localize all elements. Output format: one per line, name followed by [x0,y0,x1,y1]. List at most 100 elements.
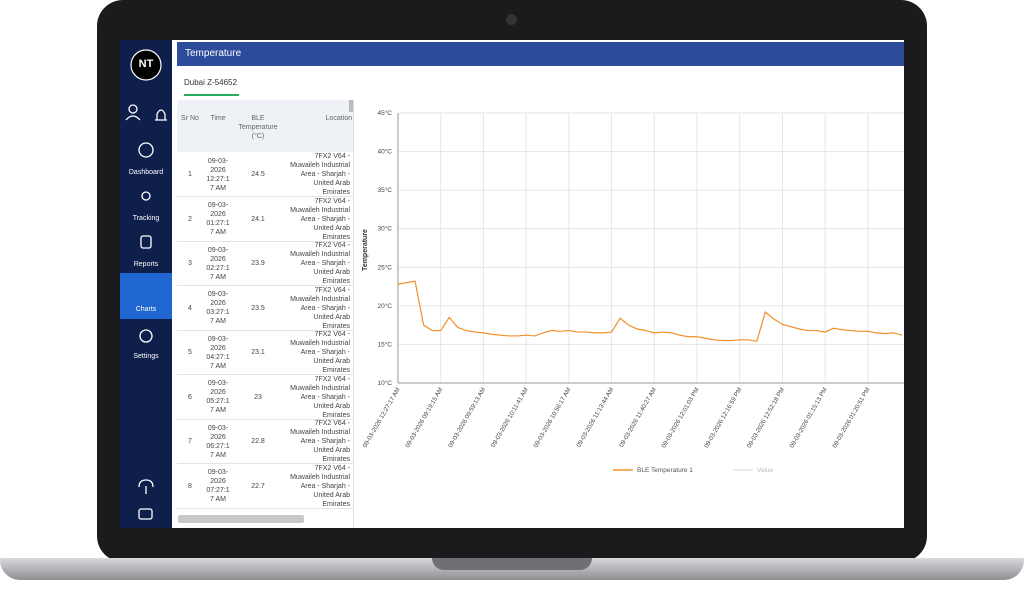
logo-text: NT [139,58,154,70]
camera [506,14,517,25]
device-tab[interactable]: Dubai Z-54652 [184,78,237,87]
table-cell: 23 [254,393,262,401]
x-tick-label: 09-03-2026 12:52:18 PM [746,387,786,450]
x-tick-label: 09-03-2026 09:59:13 AM [447,387,487,449]
row-line [177,196,353,197]
table-cell: 7FX2 V64 - Muwaileh Industrial Area - Sh… [290,331,350,374]
y-tick-label: 30°C [377,225,392,233]
table-cell: 7FX2 V64 - Muwaileh Industrial Area - Sh… [290,242,350,285]
nav-item[interactable]: Charts [120,273,172,319]
x-tick-label: 09-03-2026 01:15:13 PM [789,387,829,450]
table-header [177,100,353,152]
row-line [177,240,353,242]
table-cell: 23.5 [251,304,265,312]
column-header: Sr No [181,115,199,122]
legend-label: BLE Temperature 1 [637,467,693,474]
scrollbar[interactable] [178,515,304,523]
page-header: Temperature [177,42,904,66]
reports-icon [140,235,152,249]
y-tick-label: 20°C [377,302,392,310]
table-cell: 09-03-2026 12:27:17 AM [206,157,230,192]
row-line [177,463,353,464]
user-icon [125,115,141,121]
table-cell: 09-03-2026 04:27:17 AM [206,335,230,370]
user-icon [128,104,138,114]
table-cell: 7FX2 V64 - Muwaileh Industrial Area - Sh… [290,197,350,241]
x-tick-label: 09-03-2026 11:13:44 AM [575,387,615,449]
table-cell: 09-03-2026 02:27:17 AM [206,246,230,281]
y-tick-label: 40°C [377,148,392,156]
bell-icon [155,109,167,121]
chart: Temperature 10°C 15°C 20°C 25°C 30°C 35°C 40°C 4… [362,109,904,474]
table-cell: 22.7 [251,482,265,490]
row-line [177,329,353,331]
table-cell: 22.8 [251,438,265,445]
table-cell: 09-03-2026 07:27:17 AM [206,469,230,503]
legend-label: Value [757,467,774,474]
table-cell: 7FX2 V64 - Muwaileh Industrial Area - Sh… [290,464,350,508]
nav-label: Dashboard [128,169,164,176]
nav-label: Settings [133,353,159,360]
laptop-notch [432,558,592,570]
x-tick-label: 09-03-2026 12:27:17 AM [362,387,402,449]
x-tick-label: 09-03-2026 01:20:51 PM [831,387,871,450]
y-axis-title: Temperature [362,229,369,271]
row-line [177,507,353,509]
nav-label: Charts [135,306,157,313]
table-cell: 2 [188,215,192,223]
row-line [177,418,353,420]
table-cell: 09-03-2026 05:27:17 AM [206,380,230,414]
divider [353,100,354,528]
y-tick-label: 10°C [377,379,392,387]
nav-item[interactable]: Settings [120,320,172,366]
tracking-icon [141,191,151,201]
x-tick-label: 09-03-2026 09:19:15 AM [404,387,444,449]
table-cell: 7 [188,438,192,445]
table-cell: 23.1 [251,349,265,356]
logo [130,49,162,81]
scrollbar[interactable] [349,100,353,112]
table-cell: 09-03-2026 06:27:17 AM [206,424,230,459]
nav-label: Tracking [132,215,160,222]
nav-item[interactable]: Reports [120,228,172,274]
y-tick-label: 45°C [377,109,392,117]
table-cell: 7FX2 V64 - Muwaileh Industrial Area - Sh… [290,286,350,330]
row-line [177,285,353,286]
y-tick-label: 35°C [377,186,392,194]
table-cell: 5 [188,349,192,356]
column-header: Location [325,115,352,122]
settings-icon [139,329,153,343]
table-cell: 23.9 [251,260,265,267]
nav-item[interactable]: Dashboard [120,136,172,182]
line-series [397,280,903,343]
table-cell: 8 [188,482,192,490]
table-cell: 09-03-2026 03:27:17 AM [206,291,230,325]
table-cell: 7FX2 V64 - Muwaileh Industrial Area - Sh… [290,375,350,419]
x-tick-label: 09-03-2026 12:16:59 PM [703,387,743,450]
x-tick-label: 09-03-2026 11:40:27 AM [618,387,658,449]
table-cell: 3 [188,260,192,267]
x-tick-label: 09-03-2026 10:56:17 AM [532,387,572,449]
nav-item[interactable]: Tracking [120,182,172,228]
row-line [177,374,353,375]
dashboard-icon [138,142,154,158]
table-cell: 09-03-2026 01:27:17 AM [206,202,230,236]
table-cell: 24.5 [251,171,265,178]
table-cell: 7FX2 V64 - Muwaileh Industrial Area - Sh… [290,153,350,196]
nav-label: Reports [133,261,159,268]
x-tick-label: 09-03-2026 12:01:03 PM [660,387,700,450]
column-header: Time [210,115,226,122]
cloud-icon[interactable] [138,479,154,494]
column-header: BLE Temperature (°C) [238,115,278,140]
chat-icon[interactable] [138,508,153,520]
table-cell: 6 [188,393,192,401]
x-tick-label: 09-03-2026 10:11:41 AM [490,387,530,449]
table-cell: 4 [188,304,192,312]
table-cell: 7FX2 V64 - Muwaileh Industrial Area - Sh… [290,420,350,463]
table-cell: 1 [188,171,192,178]
tab-underline [184,94,239,96]
y-tick-label: 15°C [377,340,392,348]
table [177,100,353,512]
y-tick-label: 25°C [377,263,392,271]
